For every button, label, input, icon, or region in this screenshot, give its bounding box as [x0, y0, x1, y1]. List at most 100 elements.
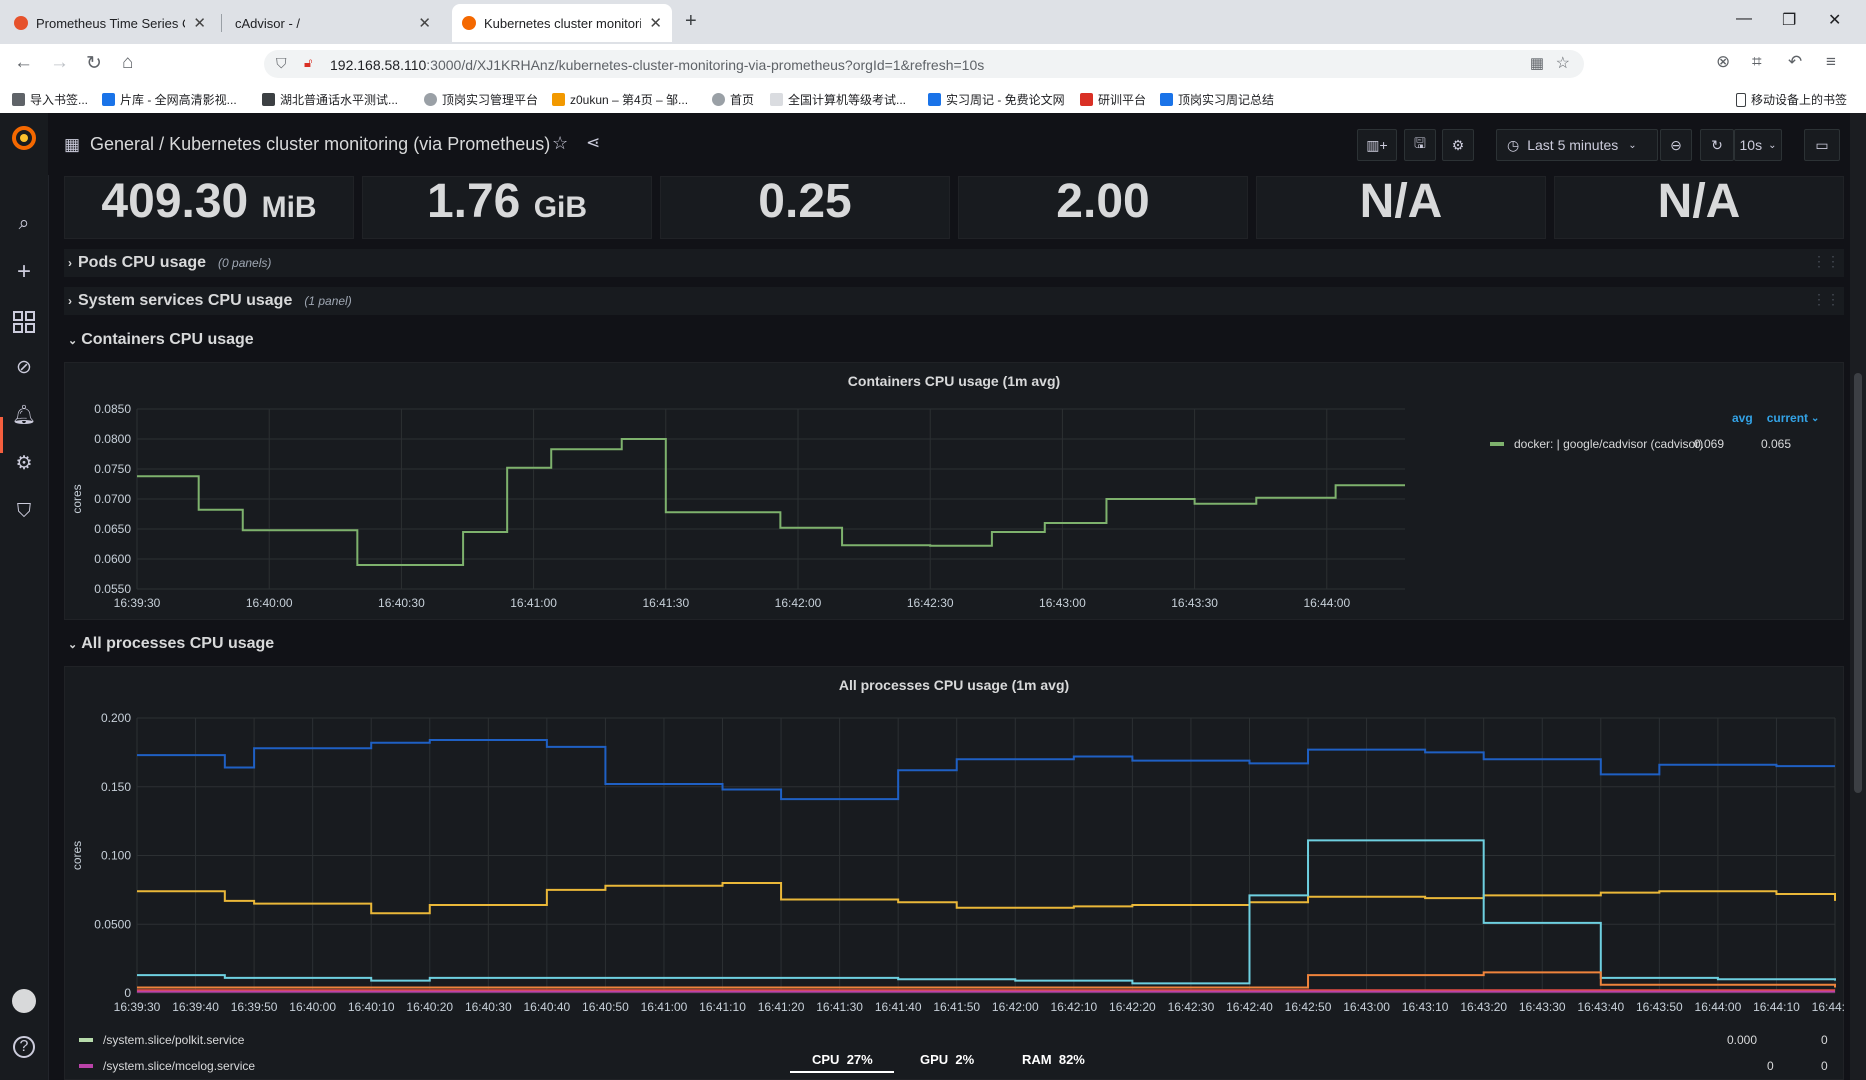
bookmark-item[interactable]: 研训平台	[1080, 91, 1146, 108]
close-icon[interactable]: ✕	[649, 15, 662, 32]
stat-panel[interactable]: N/A	[1554, 176, 1844, 239]
chevron-down-icon: ⌄	[1811, 412, 1820, 424]
search-icon[interactable]: ⌕	[18, 213, 30, 234]
home-icon[interactable]: ⌂	[122, 52, 134, 73]
extension-icon[interactable]: ⊗	[1716, 52, 1731, 71]
row-containers-cpu[interactable]: ⌄ Containers CPU usage	[68, 331, 254, 349]
tab-cadvisor[interactable]: cAdvisor - / ✕	[225, 4, 441, 42]
dashboard-navbar: ▦ General / Kubernetes cluster monitorin…	[48, 113, 1850, 175]
stat-panel[interactable]: N/A	[1256, 176, 1546, 239]
x-tick-label: 16:39:40	[172, 1000, 219, 1014]
grafana-sidemenu: ⌕ + ⊘ 🔔︎ ⚙ ⛉ ?	[0, 113, 49, 1080]
x-tick-label: 16:40:30	[465, 1000, 512, 1014]
share-icon[interactable]: ⋖	[586, 133, 601, 152]
star-icon[interactable]: ☆	[1555, 55, 1570, 72]
x-tick-label: 16:39:30	[114, 596, 161, 610]
legend-item[interactable]: /system.slice/mcelog.service 0 0	[79, 1059, 1831, 1073]
bookmark-item[interactable]: 实习周记 - 免费论文网	[928, 91, 1065, 108]
reload-icon[interactable]: ↻	[86, 53, 102, 74]
containers-cpu-panel[interactable]: Containers CPU usage (1m avg) 0.0850 0.08…	[64, 362, 1844, 620]
x-tick-label: 16:40:00	[246, 596, 293, 610]
panel-title[interactable]: All processes CPU usage (1m avg)	[838, 677, 1070, 693]
legend-series-name[interactable]: docker: | google/cadvisor (cadvisor)	[1514, 437, 1704, 451]
tv-mode-button[interactable]: ▭	[1804, 129, 1840, 161]
explore-icon[interactable]: ⊘	[16, 357, 32, 378]
add-panel-button[interactable]: ▥+	[1357, 129, 1397, 161]
mobile-bookmarks[interactable]: 移动设备上的书签	[1736, 91, 1847, 108]
time-picker-button[interactable]: ◷ Last 5 minutes ⌄	[1496, 129, 1658, 161]
breadcrumb[interactable]: General / Kubernetes cluster monitoring …	[90, 134, 550, 155]
x-tick-label: 16:44:00	[1695, 1000, 1742, 1014]
alerting-bell-icon[interactable]: 🔔︎	[12, 405, 37, 426]
gear-icon[interactable]: ⚙	[15, 453, 33, 474]
refresh-button[interactable]: ↻	[1700, 129, 1734, 161]
menu-icon[interactable]: ≡	[1826, 52, 1836, 71]
legend-series-name[interactable]: /system.slice/mcelog.service	[103, 1059, 256, 1073]
y-tick-label: 0.150	[101, 780, 131, 794]
legend-current: 0	[1821, 1059, 1828, 1073]
tab-grafana[interactable]: Kubernetes cluster monitorin ✕	[452, 4, 672, 42]
crop-icon[interactable]: ⌗	[1752, 52, 1762, 71]
x-tick-label: 16:42:30	[907, 596, 954, 610]
back-icon[interactable]: ←	[14, 52, 33, 73]
x-tick-label: 16:42:10	[1050, 1000, 1097, 1014]
save-button[interactable]: 🖫︎	[1404, 129, 1436, 161]
bookmark-item[interactable]: 片库 - 全网高清影视...	[102, 91, 237, 108]
refresh-icon: ↻	[1711, 136, 1723, 153]
bookmark-item[interactable]: 湖北普通话水平测试...	[262, 91, 398, 108]
forward-icon[interactable]: →	[50, 52, 69, 73]
grafana-logo-icon[interactable]	[11, 125, 37, 151]
qr-code-icon[interactable]: ▦	[1529, 55, 1544, 72]
grafana-icon	[462, 16, 476, 30]
all-processes-cpu-panel[interactable]: All processes CPU usage (1m avg) 0.200 0.…	[64, 666, 1845, 1080]
settings-button[interactable]: ⚙	[1442, 129, 1474, 161]
new-tab-icon[interactable]: +	[685, 10, 697, 32]
shield-icon[interactable]: ⛉	[16, 501, 32, 522]
drag-handle-icon[interactable]: ⋮⋮	[1812, 253, 1840, 269]
avatar[interactable]	[12, 989, 36, 1013]
legend-item[interactable]: docker: | google/cadvisor (cadvisor) 0.0…	[1490, 437, 1830, 451]
drag-handle-icon[interactable]: ⋮⋮	[1812, 291, 1840, 307]
bookmark-item[interactable]: z0ukun – 第4页 – 邹...	[552, 91, 688, 108]
close-icon[interactable]: ✕	[418, 15, 431, 32]
minimize-icon[interactable]: —	[1736, 10, 1752, 27]
bookmark-item[interactable]: 顶岗实习管理平台	[424, 91, 538, 108]
legend-item[interactable]: /system.slice/polkit.service 0.000 0	[79, 1033, 1831, 1047]
zoom-out-button[interactable]: ⊖	[1660, 129, 1692, 161]
insecure-lock-icon[interactable]: 🔓︎	[304, 55, 313, 70]
page-scrollbar[interactable]	[1850, 113, 1866, 1080]
all-processes-cpu-chart[interactable]: 0.200 0.150 0.100 0.0500 016:39:30 16:39:40 16…	[65, 667, 1845, 1031]
bookmark-item[interactable]: 顶岗实习周记总结	[1160, 91, 1274, 108]
containers-cpu-chart[interactable]: 0.0850 0.0800 0.0750 0.0700 0.0650 0.0600 0.05…	[65, 379, 1405, 619]
panel-title[interactable]: Containers CPU usage (1m avg)	[847, 373, 1061, 389]
stat-panel[interactable]: 409.30 MiB	[64, 176, 354, 239]
row-system-services-cpu[interactable]: › System services CPU usage (1 panel) ⋮⋮	[64, 287, 1844, 315]
shield-icon[interactable]: ⛉	[276, 55, 287, 71]
series-line	[137, 882, 1836, 915]
restore-icon[interactable]: ❐	[1782, 12, 1797, 29]
legend-series-name[interactable]: /system.slice/polkit.service	[103, 1033, 245, 1047]
bookmark-item[interactable]: 首页	[712, 91, 754, 108]
breadcrumb-folder[interactable]: General	[90, 134, 155, 154]
help-icon[interactable]: ?	[13, 1036, 35, 1058]
url-input[interactable]: ⛉ 🔓︎ 192.168.58.110:3000/d/XJ1KRHAnz/kub…	[264, 50, 1584, 78]
bookmark-item[interactable]: 全国计算机等级考试...	[770, 91, 906, 108]
window-close-icon[interactable]: ✕	[1828, 12, 1842, 29]
star-icon[interactable]: ☆	[552, 133, 569, 153]
stat-panel[interactable]: 1.76 GiB	[362, 176, 652, 239]
stat-panel[interactable]: 0.25	[660, 176, 950, 239]
cpu-underline	[790, 1071, 894, 1073]
legend-header-current[interactable]: current	[1766, 411, 1809, 425]
stat-panel[interactable]: 2.00	[958, 176, 1248, 239]
bookmark-item[interactable]: 导入书签...	[12, 91, 88, 108]
create-icon[interactable]: +	[16, 258, 31, 285]
close-icon[interactable]: ✕	[193, 15, 206, 32]
legend-header-avg[interactable]: avg	[1732, 411, 1753, 425]
refresh-interval-picker[interactable]: 10s ⌄	[1734, 129, 1782, 161]
tab-prometheus[interactable]: Prometheus Time Series Colle ✕	[4, 4, 216, 42]
dashboards-icon[interactable]	[13, 311, 35, 333]
undo-icon[interactable]: ↶	[1788, 52, 1803, 71]
row-all-processes-cpu[interactable]: ⌄ All processes CPU usage	[68, 635, 274, 653]
row-pods-cpu[interactable]: › Pods CPU usage (0 panels) ⋮⋮	[64, 249, 1844, 277]
scrollbar-thumb[interactable]	[1854, 373, 1862, 793]
